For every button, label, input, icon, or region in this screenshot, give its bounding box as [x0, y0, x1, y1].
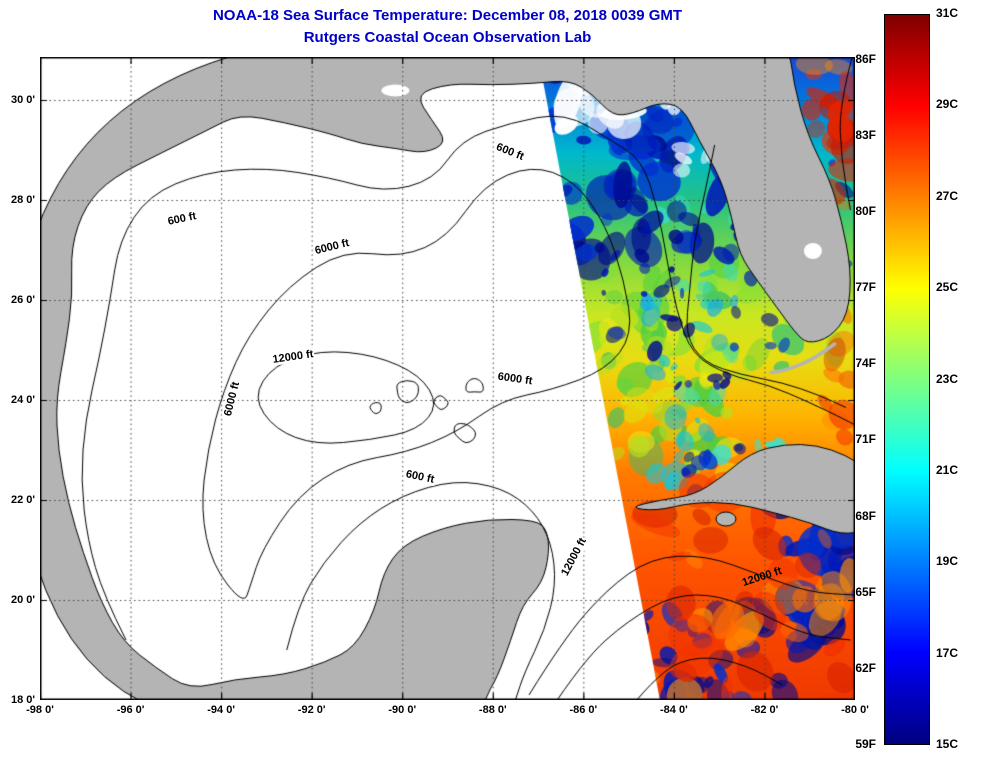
- colorbar-celsius-label: 27C: [936, 188, 959, 203]
- x-tick-label: -80 0': [841, 704, 869, 716]
- x-tick-label: -90 0': [388, 704, 417, 716]
- colorbar-celsius-label: 29C: [936, 97, 959, 112]
- y-tick-label: 30 0': [10, 94, 35, 106]
- x-tick-label: -88 0': [478, 704, 507, 716]
- colorbar-fahrenheit-label: 65F: [855, 584, 876, 599]
- colorbar-celsius-label: 23C: [936, 371, 959, 386]
- x-tick-label: -84 0': [660, 704, 688, 716]
- colorbar-celsius-label: 17C: [936, 645, 959, 660]
- colorbar-celsius-label: 15C: [936, 737, 959, 751]
- page-title: NOAA-18 Sea Surface Temperature: Decembe…: [40, 5, 855, 49]
- colorbar-fahrenheit-label: 86F: [855, 51, 876, 66]
- colorbar-celsius-label: 31C: [936, 6, 959, 20]
- map-plot: 600 ft 600 ft 6000 ft 6000 ft 12000 ft 6000 f…: [40, 57, 855, 700]
- y-tick-label: 22 0': [10, 494, 35, 506]
- x-tick-label: -98 0': [26, 704, 54, 716]
- colorbar-fahrenheit-label: 71F: [855, 432, 876, 447]
- title-line2: Rutgers Coastal Ocean Observation Lab: [303, 29, 592, 46]
- title-line1: NOAA-18 Sea Surface Temperature: Decembe…: [212, 7, 683, 24]
- x-tick-label: -86 0': [569, 704, 598, 716]
- colorbar-fahrenheit-label: 83F: [855, 127, 876, 142]
- x-tick-label: -82 0': [750, 704, 779, 716]
- colorbar-fahrenheit-label: 77F: [855, 280, 876, 295]
- map-canvas: [40, 57, 855, 700]
- colorbar-gradient: [884, 14, 930, 745]
- colorbar-celsius-label: 21C: [936, 462, 959, 477]
- x-tick-label: -92 0': [297, 704, 326, 716]
- colorbar-fahrenheit-label: 74F: [855, 356, 876, 371]
- colorbar-fahrenheit-label: 62F: [855, 660, 876, 675]
- colorbar-fahrenheit-label: 80F: [855, 203, 876, 218]
- x-axis-labels: -98 0' -96 0' -94 0' -92 0' -90 0' -88 0' -86 …: [26, 704, 869, 722]
- y-tick-label: 28 0': [10, 194, 35, 206]
- colorbar-fahrenheit-label: 59F: [855, 737, 876, 751]
- y-tick-label: 24 0': [10, 394, 35, 406]
- colorbar-celsius-label: 19C: [936, 554, 959, 569]
- x-tick-label: -96 0': [116, 704, 145, 716]
- y-tick-label: 26 0': [10, 294, 35, 306]
- colorbar-celsius-label: 25C: [936, 280, 959, 295]
- y-axis-labels: 30 0' 28 0' 26 0' 24 0' 22 0' 20 0' 18 0': [0, 57, 37, 706]
- x-tick-label: -94 0': [207, 704, 235, 716]
- colorbar-fahrenheit-label: 68F: [855, 508, 876, 523]
- colorbar-fahrenheit-labels: 86F 83F 80F 77F 74F 71F 68F 65F 62F 59F: [830, 0, 878, 761]
- y-tick-label: 20 0': [10, 594, 35, 606]
- y-tick-label: 18 0': [10, 694, 35, 706]
- colorbar-celsius-labels: 31C 29C 27C 25C 23C 21C 19C 17C 15C: [936, 0, 986, 761]
